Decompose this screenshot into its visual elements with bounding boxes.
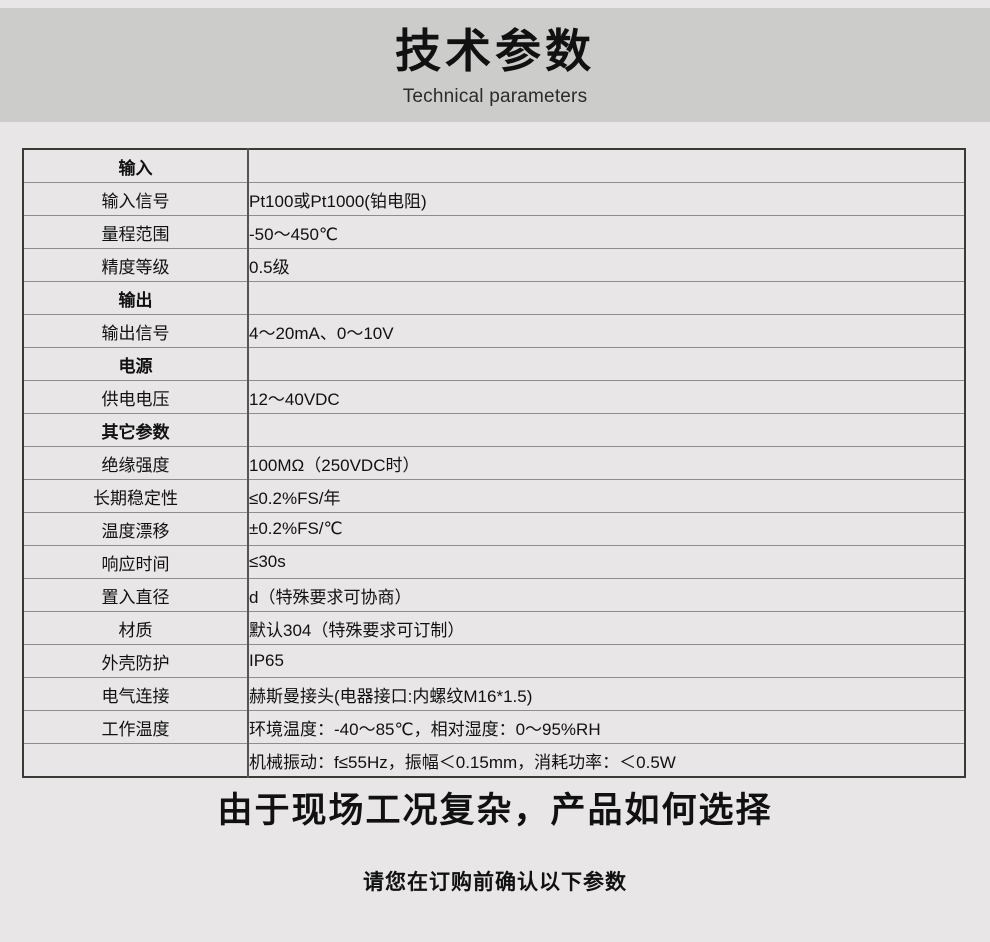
spec-row-value: Pt100或Pt1000(铂电阻) (248, 182, 965, 216)
spec-table-body: 输入 输入信号 Pt100或Pt1000(铂电阻) 量程范围 -50～450℃ 精度等级 0… (23, 149, 965, 777)
spec-row-value: IP65 (248, 644, 965, 678)
spec-row-label: 输出信号 (23, 314, 249, 348)
table-row: 量程范围 -50～450℃ (23, 215, 965, 249)
spec-row-label: 外壳防护 (23, 644, 249, 678)
page-subtitle: Technical parameters (402, 86, 588, 107)
spec-row-value: 默认304（特殊要求可订制） (248, 611, 965, 645)
spec-row-label: 精度等级 (23, 248, 249, 282)
table-row: 输入信号 Pt100或Pt1000(铂电阻) (23, 182, 965, 216)
spec-row-value (248, 413, 965, 447)
spec-row-value: ±0.2%FS/℃ (248, 512, 965, 546)
spec-row-value: 12～40VDC (248, 380, 965, 414)
spec-row-value: 机械振动：f≤55Hz，振幅＜0.15mm，消耗功率：＜0.5W (248, 743, 965, 777)
table-row: 输入 (23, 149, 965, 183)
table-row: 机械振动：f≤55Hz，振幅＜0.15mm，消耗功率：＜0.5W (23, 743, 965, 777)
spec-row-label: 供电电压 (23, 380, 249, 414)
spec-row-label: 温度漂移 (23, 512, 249, 546)
spec-table: 输入 输入信号 Pt100或Pt1000(铂电阻) 量程范围 -50～450℃ 精度等级 0… (22, 148, 966, 778)
spec-row-value: 100MΩ（250VDC时） (248, 446, 965, 480)
table-row: 其它参数 (23, 413, 965, 447)
spec-row-label: 长期稳定性 (23, 479, 249, 513)
table-row: 置入直径 d（特殊要求可协商） (23, 578, 965, 612)
spec-row-label: 置入直径 (23, 578, 249, 612)
spec-row-value: d（特殊要求可协商） (248, 578, 965, 612)
table-row: 精度等级 0.5级 (23, 248, 965, 282)
spec-row-label: 材质 (23, 611, 249, 645)
promo-section: 由于现场工况复杂，产品如何选择 请您在订购前确认以下参数 (0, 790, 990, 896)
spec-row-value: 环境温度：-40～85℃，相对湿度：0～95%RH (248, 710, 965, 744)
spec-row-label (23, 743, 249, 777)
table-row: 外壳防护 IP65 (23, 644, 965, 678)
spec-row-value: 赫斯曼接头(电器接口:内螺纹M16*1.5) (248, 677, 965, 711)
page-header-band: 技术参数 Technical parameters (0, 8, 990, 122)
spec-row-value: ≤30s (248, 545, 965, 579)
table-row: 电气连接 赫斯曼接头(电器接口:内螺纹M16*1.5) (23, 677, 965, 711)
spec-section-label: 电源 (23, 347, 249, 381)
spec-row-label: 输入信号 (23, 182, 249, 216)
page-title: 技术参数 (395, 25, 595, 77)
spec-row-value: 0.5级 (248, 248, 965, 282)
promo-subheading: 请您在订购前确认以下参数 (363, 871, 627, 894)
technical-parameters-section: 输入 输入信号 Pt100或Pt1000(铂电阻) 量程范围 -50～450℃ 精度等级 0… (22, 148, 966, 778)
spec-row-value: -50～450℃ (248, 215, 965, 249)
table-row: 电源 (23, 347, 965, 381)
spec-row-label: 工作温度 (23, 710, 249, 744)
spec-section-label: 其它参数 (23, 413, 249, 447)
spec-row-value: ≤0.2%FS/年 (248, 479, 965, 513)
spec-row-value (248, 149, 965, 183)
table-row: 输出 (23, 281, 965, 315)
table-row: 绝缘强度 100MΩ（250VDC时） (23, 446, 965, 480)
table-row: 材质 默认304（特殊要求可订制） (23, 611, 965, 645)
spec-row-label: 绝缘强度 (23, 446, 249, 480)
promo-heading: 由于现场工况复杂，产品如何选择 (217, 791, 773, 830)
table-row: 长期稳定性 ≤0.2%FS/年 (23, 479, 965, 513)
spec-row-value (248, 281, 965, 315)
spec-row-label: 电气连接 (23, 677, 249, 711)
spec-section-label: 输入 (23, 149, 249, 183)
table-row: 供电电压 12～40VDC (23, 380, 965, 414)
spec-row-label: 量程范围 (23, 215, 249, 249)
spec-row-label: 响应时间 (23, 545, 249, 579)
table-row: 工作温度 环境温度：-40～85℃，相对湿度：0～95%RH (23, 710, 965, 744)
table-row: 温度漂移 ±0.2%FS/℃ (23, 512, 965, 546)
spec-row-value (248, 347, 965, 381)
spec-row-value: 4～20mA、0～10V (248, 314, 965, 348)
table-row: 响应时间 ≤30s (23, 545, 965, 579)
table-row: 输出信号 4～20mA、0～10V (23, 314, 965, 348)
spec-section-label: 输出 (23, 281, 249, 315)
